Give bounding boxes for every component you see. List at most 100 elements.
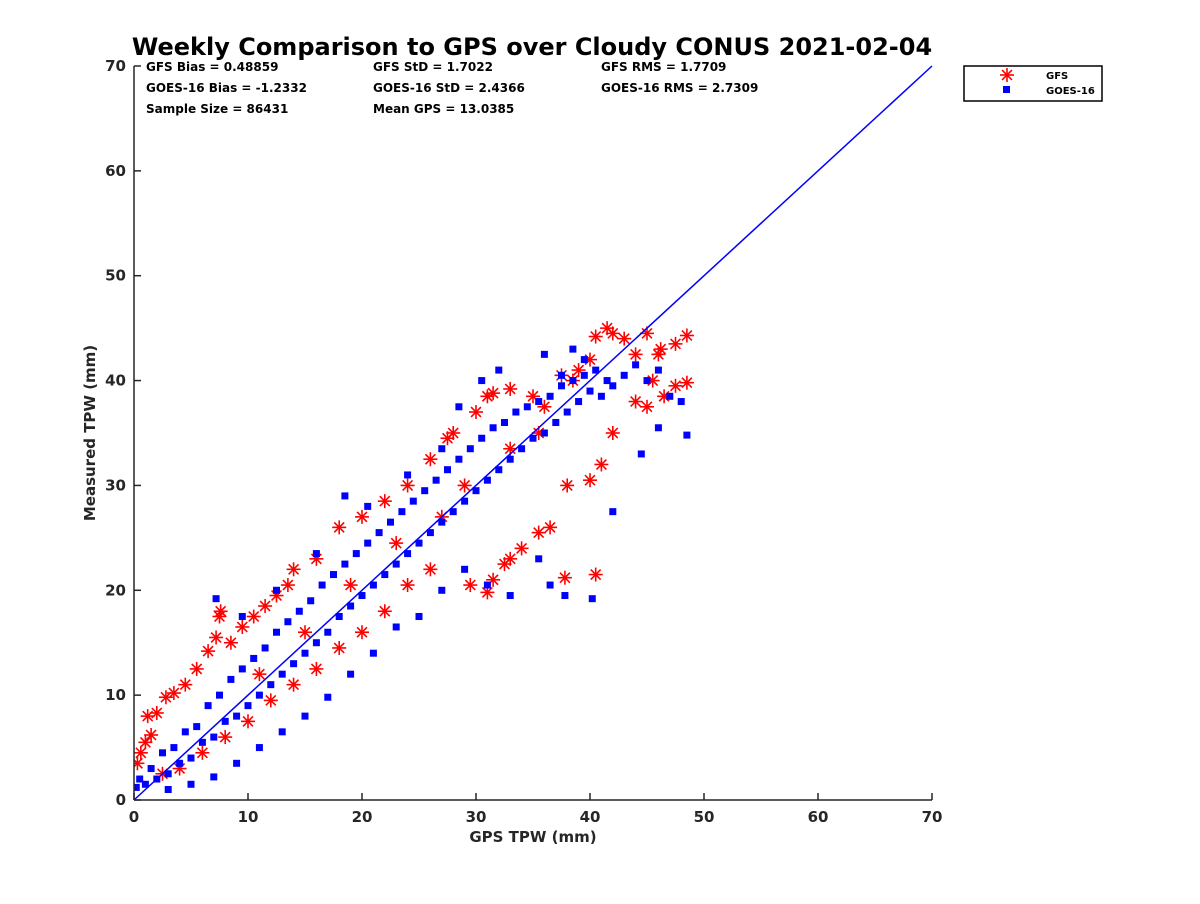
data-point [324, 628, 332, 636]
data-point [603, 377, 611, 385]
legend-gfs-marker [1000, 68, 1014, 82]
data-point [503, 381, 518, 396]
data-point [213, 604, 228, 619]
data-point [609, 382, 617, 390]
data-point [221, 717, 229, 725]
data-point [495, 466, 503, 474]
data-point [501, 419, 508, 427]
y-tick-label: 40 [105, 372, 126, 390]
data-point [540, 429, 548, 437]
data-point [233, 759, 241, 767]
data-point [290, 660, 298, 668]
data-point [469, 405, 483, 420]
data-point [209, 630, 224, 645]
data-point [134, 756, 145, 771]
stats-block: GFS Bias = 0.48859 GFS StD = 1.7022 GFS … [146, 60, 758, 116]
data-point [535, 398, 543, 406]
data-point [312, 550, 320, 558]
data-point [586, 387, 594, 395]
data-point [423, 562, 438, 577]
one-to-one-line [133, 65, 933, 801]
data-point [295, 607, 303, 615]
data-point [512, 408, 520, 416]
stat-gfs-rms: GFS RMS = 1.7709 [601, 60, 726, 74]
data-point [364, 502, 372, 510]
data-point [677, 398, 685, 406]
data-point [446, 426, 461, 440]
data-point [404, 550, 412, 558]
data-point [683, 431, 691, 439]
data-point [343, 578, 358, 593]
data-point [147, 765, 155, 773]
data-point [569, 377, 577, 385]
data-point [668, 336, 683, 351]
data-point [375, 529, 383, 537]
data-point [189, 661, 204, 676]
data-point [400, 578, 415, 593]
data-point [332, 640, 347, 655]
data-point [233, 712, 241, 720]
series-goes-16 [134, 345, 691, 794]
data-point [235, 619, 250, 634]
data-point [637, 450, 645, 458]
data-point [455, 403, 463, 411]
data-point [594, 457, 609, 472]
data-point [341, 560, 349, 568]
data-point [588, 329, 603, 344]
data-point [617, 331, 632, 346]
data-point [332, 520, 347, 535]
data-point [423, 452, 438, 467]
data-point [392, 623, 400, 631]
data-point [210, 733, 218, 741]
data-point [472, 487, 480, 495]
data-point [227, 675, 235, 683]
data-point [309, 661, 324, 676]
data-point [267, 681, 275, 689]
data-point [597, 392, 605, 400]
data-point [580, 371, 588, 379]
data-point [640, 399, 654, 414]
data-point [654, 366, 662, 374]
data-point [457, 478, 472, 493]
data-point [204, 702, 212, 710]
data-point [605, 326, 620, 341]
data-point [330, 571, 337, 579]
data-point [258, 599, 273, 614]
legend-goes-marker [1003, 86, 1010, 93]
data-point [241, 714, 255, 729]
data-point [141, 780, 149, 788]
data-point [201, 644, 216, 659]
data-point [632, 361, 640, 369]
data-point [560, 478, 575, 493]
data-point [369, 649, 377, 657]
data-point [355, 625, 369, 640]
x-tick-label: 70 [922, 808, 943, 826]
data-point [347, 602, 355, 610]
legend-asterisk-icon [1000, 68, 1014, 82]
data-point [187, 780, 195, 788]
data-point [347, 670, 355, 678]
data-point [181, 728, 189, 736]
y-tick-label: 70 [105, 57, 126, 75]
data-point [250, 654, 258, 662]
data-point [628, 394, 643, 409]
legend: GFS GOES-16 [963, 65, 1103, 102]
legend-goes-label: GOES-16 [1046, 86, 1095, 97]
data-point [286, 677, 301, 692]
data-point [478, 377, 486, 385]
data-point [489, 424, 497, 432]
data-point [668, 378, 683, 393]
x-tick-label: 20 [352, 808, 373, 826]
data-point [483, 581, 491, 589]
data-point [654, 424, 662, 432]
data-point [198, 738, 206, 746]
data-point [514, 541, 529, 556]
data-point [324, 693, 332, 701]
data-point [495, 366, 503, 374]
data-point [261, 644, 269, 652]
y-ticks: 0 10 20 30 40 50 60 70 [105, 57, 141, 809]
data-point [558, 382, 565, 390]
data-point [426, 529, 434, 537]
